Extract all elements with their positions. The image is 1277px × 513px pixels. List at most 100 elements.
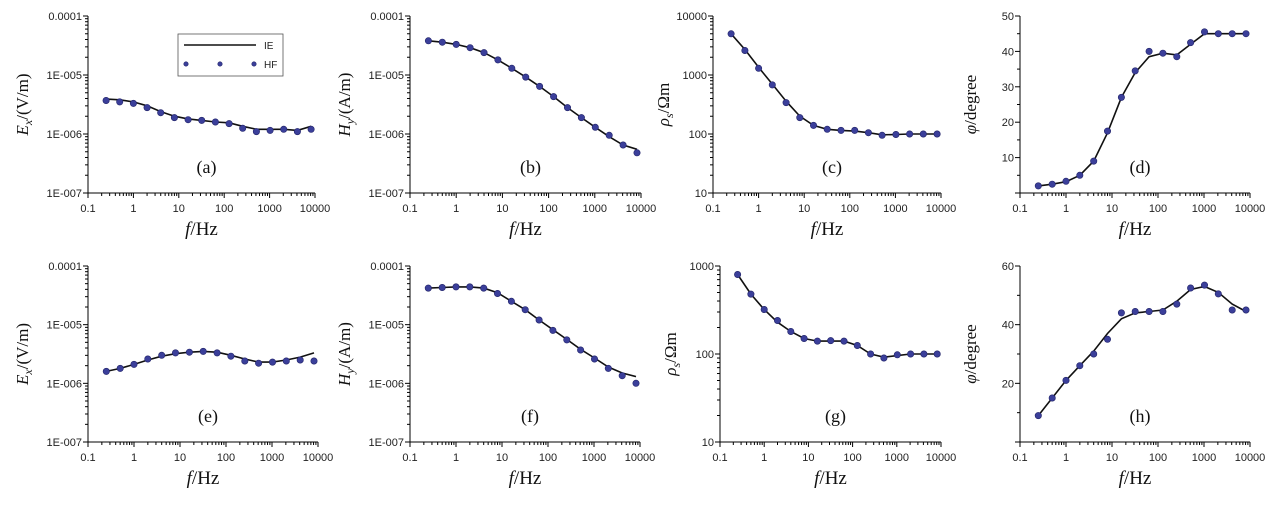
x-tick-label: 0.1 (1012, 203, 1027, 215)
x-axis-label-symbol: f (811, 219, 819, 240)
y-tick-label: 1000 (690, 261, 714, 273)
x-tick-label: 10 (496, 203, 508, 215)
data-point-hf (1034, 182, 1042, 190)
y-tick-label: 10 (702, 437, 714, 449)
y-tick-label: 1E-005 (369, 320, 404, 332)
x-tick-label: 10 (1106, 203, 1118, 215)
data-point-hf (508, 64, 516, 72)
x-tick-label: 0.1 (705, 203, 720, 215)
legend-marker-sample (251, 61, 257, 67)
data-point-hf (198, 116, 206, 124)
data-point-hf (633, 149, 641, 157)
data-point-hf (438, 38, 446, 46)
panel-b: 0.1 1 10 100 1000 10000 1E-007 1E-006 1E-005 0.00… (335, 11, 656, 240)
x-tick-label: 10000 (1235, 203, 1266, 215)
y-tick-label: 1E-007 (369, 437, 404, 449)
x-axis-label-unit: /Hz (1124, 468, 1151, 489)
x-tick-label: 0.1 (712, 452, 727, 464)
x-tick-label: 1 (1063, 452, 1069, 464)
data-point-hf (1242, 30, 1250, 38)
y-tick-label: 10000 (676, 11, 707, 23)
series-line-ie (736, 274, 938, 359)
x-tick-label: 1000 (883, 203, 907, 215)
data-point-hf (452, 283, 460, 291)
y-axis-label-symbol: H (335, 122, 354, 137)
panel-g: 0.1 1 10 100 1000 10000 10 100 1000 f/Hz ρs/Ωm (g) (661, 261, 956, 489)
data-point-hf (535, 316, 543, 324)
data-point-hf (1242, 306, 1250, 314)
data-point-hf (1117, 309, 1125, 317)
y-axis-label: Ex/(V/m) (13, 74, 35, 137)
x-axis-label-symbol: f (187, 468, 195, 489)
x-axis-label: f/Hz (1119, 219, 1152, 240)
x-tick-label: 0.1 (80, 452, 95, 464)
data-point-hf (507, 297, 515, 305)
y-axis-label-subscript: x (21, 369, 35, 376)
data-point-hf (768, 81, 776, 89)
data-point-hf (782, 99, 790, 107)
data-point-hf (225, 120, 233, 128)
data-point-hf (1062, 177, 1070, 185)
x-tick-label: 1000 (1192, 452, 1216, 464)
series-line-ie (730, 33, 938, 136)
data-point-hf (1214, 30, 1222, 38)
x-tick-label: 10 (174, 452, 186, 464)
data-point-hf (1076, 362, 1084, 370)
y-tick-label: 0.0001 (48, 11, 82, 23)
x-tick-label: 10 (1106, 452, 1118, 464)
x-axis-label-symbol: f (509, 468, 517, 489)
x-tick-label: 100 (539, 452, 557, 464)
x-axis-label-unit: /Hz (514, 468, 541, 489)
x-axis-label: f/Hz (187, 468, 220, 489)
data-point-hf (907, 350, 915, 358)
data-point-hf (920, 350, 928, 358)
data-point-hf (1090, 157, 1098, 165)
data-point-hf (466, 283, 474, 291)
panel-label: (f) (521, 406, 539, 427)
y-axis-label: Hy/(A/m) (335, 73, 357, 138)
y-tick-label: 0.0001 (370, 261, 404, 273)
y-axis-label-symbol: E (13, 125, 32, 137)
data-point-hf (480, 49, 488, 57)
data-point-hf (577, 114, 585, 122)
x-tick-label: 10000 (626, 203, 657, 215)
data-point-hf (840, 337, 848, 345)
data-point-hf (116, 98, 124, 106)
x-tick-label: 1000 (583, 203, 607, 215)
data-point-hf (116, 364, 124, 372)
data-point-hf (493, 289, 501, 297)
y-tick-label: 1E-006 (369, 129, 404, 141)
x-axis-label-unit: /Hz (514, 219, 541, 240)
x-axis-label-symbol: f (185, 219, 193, 240)
y-axis-label: ρs/Ωm (654, 83, 676, 127)
data-point-hf (618, 372, 626, 380)
y-axis-label-subscript: s (662, 113, 676, 118)
x-tick-label: 10000 (926, 203, 957, 215)
data-point-hf (1090, 350, 1098, 358)
data-point-hf (867, 350, 875, 358)
x-axis-label-symbol: f (1119, 468, 1127, 489)
y-tick-label: 1E-006 (47, 129, 82, 141)
data-point-hf (1228, 30, 1236, 38)
data-point-hf (438, 283, 446, 291)
x-tick-label: 1 (1063, 203, 1069, 215)
y-axis-label-subscript: s (669, 363, 683, 368)
data-point-hf (1048, 180, 1056, 188)
data-point-hf (1173, 300, 1181, 308)
x-tick-label: 10 (802, 452, 814, 464)
y-tick-label: 1E-006 (369, 378, 404, 390)
data-point-hf (773, 316, 781, 324)
y-axis-label: φ/degree (961, 75, 980, 134)
data-point-hf (796, 114, 804, 122)
data-point-hf (1187, 39, 1195, 47)
y-axis-label: Ex/(V/m) (13, 323, 35, 386)
data-point-hf (1104, 127, 1112, 135)
x-tick-label: 1000 (257, 203, 281, 215)
x-tick-label: 100 (539, 203, 557, 215)
y-tick-label: 1E-007 (47, 188, 82, 200)
y-tick-label: 50 (1002, 11, 1014, 23)
x-tick-label: 1 (131, 452, 137, 464)
data-point-hf (892, 131, 900, 139)
x-tick-label: 100 (841, 203, 859, 215)
x-tick-label: 100 (1149, 203, 1167, 215)
